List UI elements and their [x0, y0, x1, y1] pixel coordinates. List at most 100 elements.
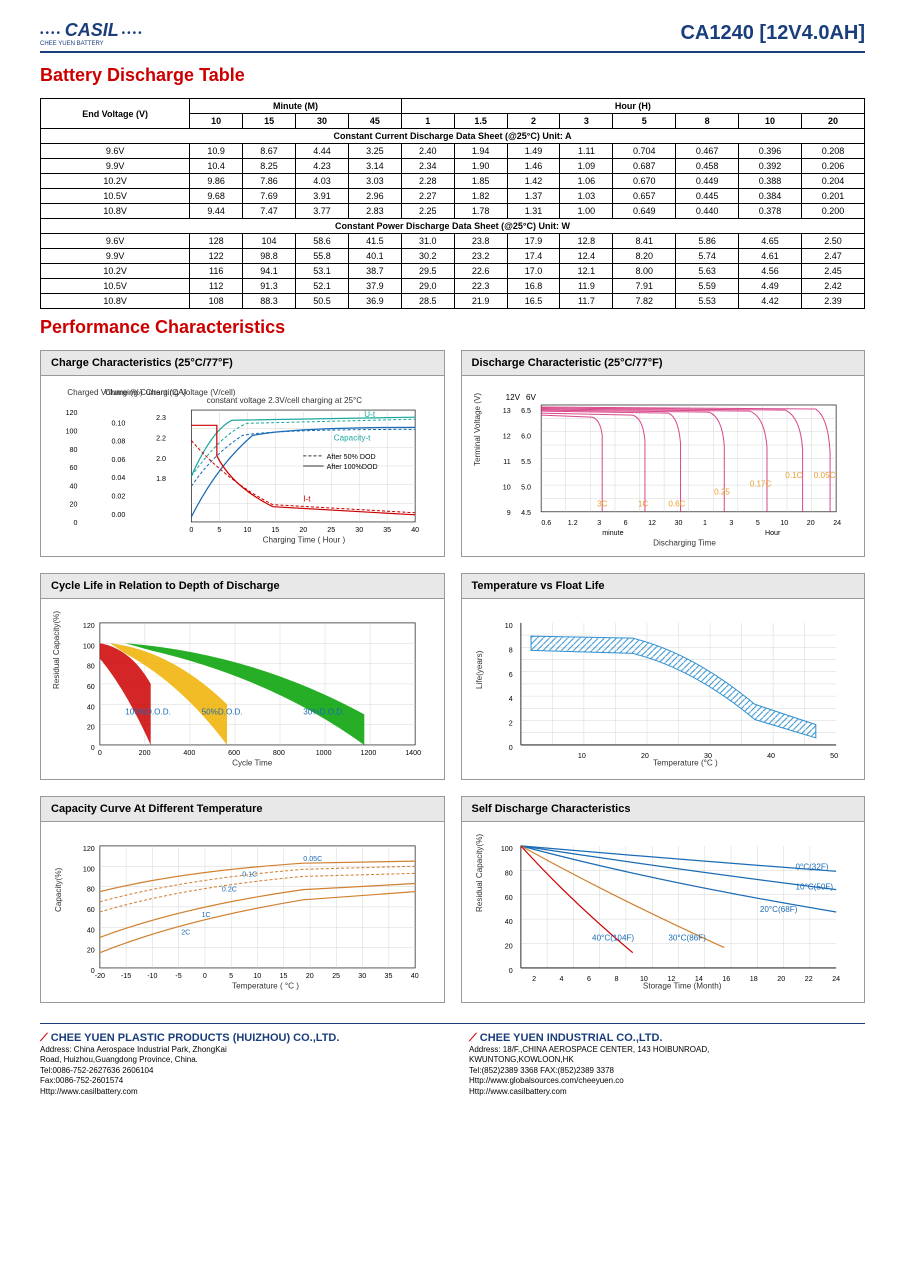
table-cell: 17.9 [507, 234, 560, 249]
svg-text:1.8: 1.8 [156, 475, 166, 483]
table-cell: 5.53 [676, 294, 739, 309]
svg-text:0.08: 0.08 [111, 438, 125, 446]
svg-text:40: 40 [70, 482, 78, 490]
svg-text:0.25: 0.25 [714, 487, 730, 496]
col-header: 30 [296, 114, 349, 129]
table-cell: 1.00 [560, 204, 613, 219]
table-cell: 2.50 [801, 234, 864, 249]
table-cell: 52.1 [296, 279, 349, 294]
svg-text:100%D.O.D.: 100%D.O.D. [125, 707, 171, 716]
svg-text:8: 8 [508, 646, 512, 654]
svg-text:3: 3 [597, 519, 601, 527]
svg-text:1000: 1000 [316, 749, 332, 757]
discharge-table: End Voltage (V) Minute (M) Hour (H) 1015… [40, 98, 865, 309]
table-cell: 30.2 [401, 249, 454, 264]
table-cell: 0.467 [676, 144, 739, 159]
table-cell: 11.7 [560, 294, 613, 309]
col-header: 8 [676, 114, 739, 129]
svg-text:Charging Time ( Hour ): Charging Time ( Hour ) [263, 535, 346, 544]
svg-text:120: 120 [83, 622, 95, 630]
svg-text:U-t: U-t [364, 410, 376, 419]
svg-text:40: 40 [411, 526, 419, 534]
svg-text:40: 40 [504, 918, 512, 926]
svg-text:Capacity(%): Capacity(%) [54, 867, 63, 912]
svg-text:5.5: 5.5 [521, 458, 531, 466]
table-cell: 2.34 [401, 159, 454, 174]
table-cell: 8.25 [243, 159, 296, 174]
table-cell: 94.1 [243, 264, 296, 279]
svg-text:Life(years): Life(years) [475, 650, 484, 689]
table-cell: 2.40 [401, 144, 454, 159]
svg-text:4: 4 [559, 975, 563, 983]
voltage-label: 9.6V [41, 234, 190, 249]
table-cell: 1.09 [560, 159, 613, 174]
svg-text:80: 80 [504, 869, 512, 877]
svg-text:Temperature (°C ): Temperature (°C ) [653, 758, 718, 767]
svg-text:6.0: 6.0 [521, 433, 531, 441]
table-cell: 2.39 [801, 294, 864, 309]
svg-text:0.02: 0.02 [111, 493, 125, 501]
svg-text:0: 0 [508, 967, 512, 975]
table-cell: 11.9 [560, 279, 613, 294]
table-cell: 4.61 [739, 249, 802, 264]
table-cell: 2.27 [401, 189, 454, 204]
svg-text:10: 10 [504, 622, 512, 630]
svg-text:40: 40 [767, 752, 775, 760]
table-cell: 1.03 [560, 189, 613, 204]
col-header: 10 [739, 114, 802, 129]
svg-text:100: 100 [83, 865, 95, 873]
col-header: 20 [801, 114, 864, 129]
svg-text:5: 5 [217, 526, 221, 534]
svg-text:-5: -5 [175, 972, 181, 980]
svg-text:22: 22 [804, 975, 812, 983]
voltage-label: 10.5V [41, 189, 190, 204]
svg-text:-10: -10 [147, 972, 157, 980]
svg-text:0.2C: 0.2C [222, 886, 237, 894]
table-cell: 0.449 [676, 174, 739, 189]
table-cell: 36.9 [348, 294, 401, 309]
table-cell: 22.3 [454, 279, 507, 294]
svg-text:60: 60 [504, 894, 512, 902]
current-section-label: Constant Current Discharge Data Sheet (@… [41, 129, 865, 144]
table-cell: 2.25 [401, 204, 454, 219]
table-cell: 7.47 [243, 204, 296, 219]
svg-text:5: 5 [229, 972, 233, 980]
table-cell: 0.458 [676, 159, 739, 174]
logo-text: CASIL [65, 20, 119, 40]
svg-text:-15: -15 [121, 972, 131, 980]
table-cell: 3.14 [348, 159, 401, 174]
end-voltage-header: End Voltage (V) [41, 99, 190, 129]
table-cell: 12.4 [560, 249, 613, 264]
table-cell: 29.5 [401, 264, 454, 279]
table-cell: 29.0 [401, 279, 454, 294]
svg-text:Terminal Voltage (V): Terminal Voltage (V) [473, 393, 482, 466]
svg-text:0: 0 [91, 744, 95, 752]
svg-text:8: 8 [614, 975, 618, 983]
svg-text:100: 100 [83, 642, 95, 650]
table-cell: 0.440 [676, 204, 739, 219]
table-cell: 4.42 [739, 294, 802, 309]
svg-text:0.10: 0.10 [111, 419, 125, 427]
svg-text:60: 60 [87, 906, 95, 914]
svg-text:0.04: 0.04 [111, 474, 125, 482]
svg-text:0: 0 [203, 972, 207, 980]
svg-text:80: 80 [70, 446, 78, 454]
table-cell: 1.31 [507, 204, 560, 219]
svg-text:0.05C: 0.05C [303, 855, 322, 863]
svg-text:2.3: 2.3 [156, 414, 166, 422]
table-cell: 12.1 [560, 264, 613, 279]
voltage-label: 10.2V [41, 174, 190, 189]
table-cell: 0.392 [739, 159, 802, 174]
table-cell: 22.6 [454, 264, 507, 279]
table-cell: 0.445 [676, 189, 739, 204]
svg-text:1400: 1400 [405, 749, 421, 757]
table-cell: 1.94 [454, 144, 507, 159]
table-cell: 88.3 [243, 294, 296, 309]
table-cell: 1.49 [507, 144, 560, 159]
svg-text:30: 30 [358, 972, 366, 980]
svg-text:120: 120 [83, 845, 95, 853]
svg-text:25: 25 [332, 972, 340, 980]
table-cell: 17.0 [507, 264, 560, 279]
svg-text:24: 24 [833, 519, 841, 527]
table-cell: 3.03 [348, 174, 401, 189]
